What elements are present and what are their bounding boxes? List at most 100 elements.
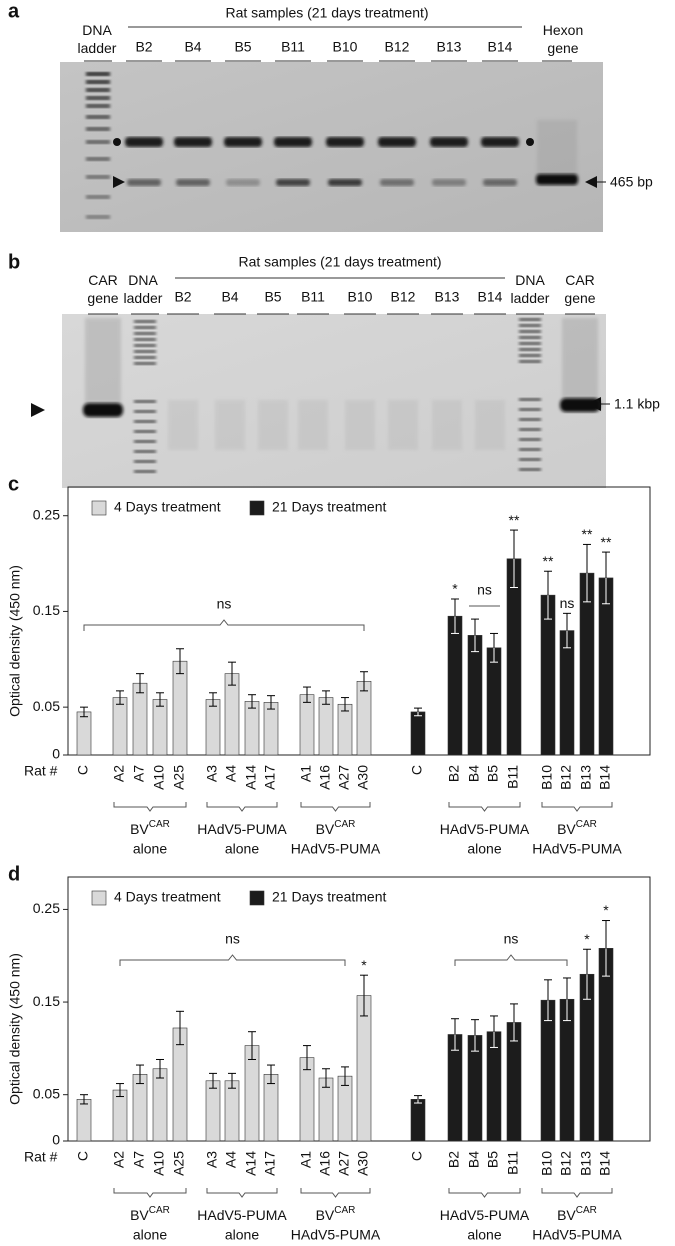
error-bar [341, 697, 349, 712]
y-tick-label: 0.05 [33, 1085, 60, 1101]
x-tick-label: A30 [355, 765, 371, 790]
error-bar [451, 598, 459, 634]
bar [112, 697, 128, 756]
x-tick-label: B13 [578, 765, 594, 790]
ladder-band [519, 336, 541, 339]
ladder-band [134, 344, 156, 347]
group-label-line2: alone [133, 1227, 167, 1243]
gel-band [430, 137, 468, 147]
group-superscript: CAR [334, 819, 355, 830]
significance-label: * [361, 957, 367, 973]
ladder-band [134, 350, 156, 353]
ladder-band [134, 450, 156, 453]
y-axis-label: Optical density (450 nm) [7, 953, 23, 1105]
group-name: HAdV5-PUMA [197, 821, 287, 837]
group-label-line2: alone [225, 841, 259, 857]
gel-band [378, 137, 416, 147]
ladder-band [134, 430, 156, 433]
x-tick-label: A7 [131, 765, 147, 782]
ladder-band [519, 342, 541, 345]
error-bar [544, 979, 552, 1022]
ladder-band [86, 157, 110, 161]
group-bracket [300, 802, 371, 812]
error-bar [176, 648, 184, 675]
x-tick-label: A16 [317, 1151, 333, 1176]
x-tick-label: B14 [597, 1151, 613, 1176]
error-bar [360, 974, 368, 1017]
bar [559, 630, 575, 756]
lane-label: B10 [348, 289, 373, 305]
bar [467, 635, 483, 756]
ladder-band [519, 448, 541, 451]
x-tick-label: B4 [466, 765, 482, 782]
error-bar [471, 1019, 479, 1052]
group-label: HAdV5-PUMA [440, 1207, 530, 1223]
x-tick-label: A1 [298, 765, 314, 782]
y-tick-label: 0.15 [33, 993, 60, 1009]
x-tick-label: A25 [171, 765, 187, 790]
ladder-band [519, 418, 541, 421]
error-bar [267, 1064, 275, 1085]
ladder-band [86, 215, 110, 219]
error-bar [209, 1072, 217, 1089]
bar-chart: d Optical density (450 nm) 0 0.05 0.15 0.25 4 … [7, 863, 651, 1243]
lane-label: B12 [385, 39, 410, 55]
error-bar [248, 694, 256, 709]
ladder-band [519, 348, 541, 351]
x-tick-label: A4 [223, 765, 239, 782]
gel-smear [432, 400, 462, 450]
panel-label: c [8, 473, 19, 495]
bar-chart: c Optical density (450 nm) 0 0.05 0.15 0.25 4 … [7, 473, 651, 857]
significance-label: ** [582, 526, 593, 542]
x-tick-label: B11 [505, 1151, 521, 1175]
error-bar [602, 551, 610, 605]
lane-label: DNA ladder [510, 272, 550, 306]
ladder-band [86, 96, 110, 100]
error-bar [490, 1015, 498, 1048]
ladder-band [86, 104, 110, 108]
x-tick-label: A17 [262, 1151, 278, 1176]
error-bar [136, 673, 144, 694]
error-bar [563, 612, 571, 649]
bar [172, 660, 188, 756]
group-label: BVCAR [316, 819, 356, 837]
gel-band [483, 179, 517, 186]
bracket-label: ns [225, 931, 240, 947]
ladder-band [519, 354, 541, 357]
group-bracket [448, 802, 521, 812]
lane-label: B2 [174, 289, 191, 305]
significance-label: * [584, 931, 590, 947]
error-bar [267, 695, 275, 710]
gel-band [174, 137, 212, 147]
x-tick-label: A3 [204, 1151, 220, 1168]
y-tick-label: 0 [52, 1132, 60, 1148]
x-tick-label: A14 [243, 1151, 259, 1176]
group-name: BV [557, 821, 576, 837]
error-bar [414, 1095, 422, 1104]
ladder-band [86, 88, 110, 92]
ladder-band [519, 324, 541, 327]
error-bar [414, 707, 422, 717]
bar [356, 995, 372, 1142]
x-tick-label: B12 [558, 765, 574, 790]
ladder-band [134, 460, 156, 463]
group-name: BV [130, 821, 149, 837]
legend-swatch [249, 890, 265, 906]
group-label-line2: alone [467, 841, 501, 857]
bar [263, 702, 279, 756]
bar [598, 948, 614, 1142]
y-tick-label: 0.25 [33, 506, 60, 522]
x-tick-label: A27 [336, 765, 352, 790]
significance-label: ** [509, 512, 520, 528]
x-tick-label: B10 [539, 765, 555, 790]
bar [152, 1068, 168, 1142]
bar [318, 697, 334, 756]
x-tick-label: A10 [151, 765, 167, 790]
bar [486, 647, 502, 756]
error-bar [544, 570, 552, 620]
x-tick-label: B13 [578, 1151, 594, 1176]
lane-label: B2 [135, 39, 152, 55]
band-dot [526, 138, 534, 146]
